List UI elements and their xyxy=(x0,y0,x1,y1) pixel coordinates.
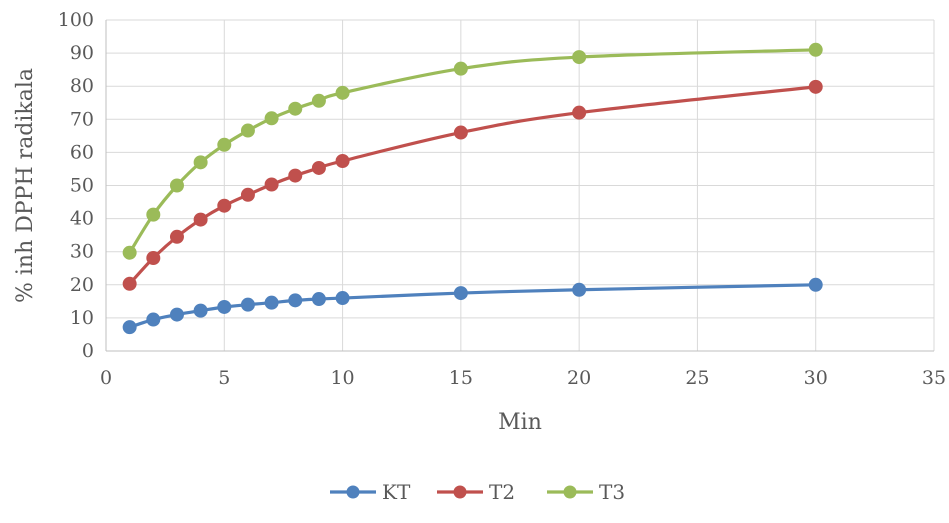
data-point xyxy=(572,50,587,65)
data-point xyxy=(572,105,587,120)
data-point xyxy=(217,137,232,152)
y-tick-label: 40 xyxy=(70,208,94,230)
data-point xyxy=(808,79,823,94)
y-tick-label: 30 xyxy=(70,241,94,263)
y-tick-label: 60 xyxy=(70,141,94,163)
data-point xyxy=(240,297,255,312)
x-tick-label: 10 xyxy=(330,367,354,389)
y-tick-label: 20 xyxy=(70,274,94,296)
x-tick-label: 0 xyxy=(100,367,112,389)
data-point xyxy=(193,212,208,227)
legend-item-t2: T2 xyxy=(437,480,515,504)
series-t2 xyxy=(122,79,823,291)
series-line xyxy=(128,283,818,329)
series-lines xyxy=(122,42,823,335)
y-tick-label: 0 xyxy=(82,340,94,362)
data-point xyxy=(146,250,161,265)
data-point xyxy=(193,303,208,318)
legend-label: T2 xyxy=(489,480,515,504)
legend-marker xyxy=(563,485,577,499)
data-point xyxy=(335,85,350,100)
data-point xyxy=(808,277,823,292)
data-point xyxy=(264,295,279,310)
data-point xyxy=(288,293,303,308)
data-point xyxy=(122,245,137,260)
grid xyxy=(106,19,935,351)
data-point xyxy=(193,155,208,170)
data-point xyxy=(311,93,326,108)
data-point xyxy=(264,111,279,126)
data-point xyxy=(217,198,232,213)
data-point xyxy=(169,229,184,244)
data-point xyxy=(169,178,184,193)
data-point xyxy=(288,168,303,183)
y-tick-label: 100 xyxy=(58,9,94,31)
data-point xyxy=(146,312,161,327)
y-axis-title: % inh DPPH radikala xyxy=(13,68,38,303)
data-point xyxy=(311,292,326,307)
data-point xyxy=(122,276,137,291)
legend-label: KT xyxy=(382,480,411,504)
x-tick-label: 25 xyxy=(685,367,709,389)
data-point xyxy=(217,299,232,314)
y-tick-label: 10 xyxy=(70,307,94,329)
data-point xyxy=(572,282,587,297)
x-tick-label: 5 xyxy=(218,367,230,389)
data-point xyxy=(311,160,326,175)
y-tick-label: 80 xyxy=(70,75,94,97)
data-point xyxy=(240,187,255,202)
legend-marker xyxy=(453,485,467,499)
x-axis-title: Min xyxy=(498,410,542,435)
data-point xyxy=(335,154,350,169)
data-point xyxy=(169,307,184,322)
data-point xyxy=(240,123,255,138)
data-point xyxy=(264,177,279,192)
x-tick-label: 30 xyxy=(804,367,828,389)
data-point xyxy=(288,101,303,116)
series-line xyxy=(128,48,818,255)
legend-item-kt: KT xyxy=(330,480,411,504)
y-tick-label: 90 xyxy=(70,42,94,64)
y-tick-label: 50 xyxy=(70,175,94,197)
x-tick-label: 35 xyxy=(922,367,946,389)
legend-item-t3: T3 xyxy=(547,480,625,504)
data-point xyxy=(453,61,468,76)
data-point xyxy=(453,125,468,140)
data-point xyxy=(808,42,823,57)
data-point xyxy=(335,291,350,306)
legend-marker xyxy=(346,485,360,499)
legend: KT T2 T3 xyxy=(330,480,625,504)
data-point xyxy=(453,286,468,301)
series-kt xyxy=(122,277,823,335)
legend-label: T3 xyxy=(599,480,625,504)
data-point xyxy=(146,207,161,222)
axes: 0 10 20 30 40 50 60 70 80 90 100 0 5 10 15 20 25 30 35 xyxy=(58,9,946,389)
x-tick-label: 15 xyxy=(449,367,473,389)
y-tick-label: 70 xyxy=(70,108,94,130)
data-point xyxy=(122,320,137,335)
series-t3 xyxy=(122,42,823,260)
x-tick-label: 20 xyxy=(567,367,591,389)
